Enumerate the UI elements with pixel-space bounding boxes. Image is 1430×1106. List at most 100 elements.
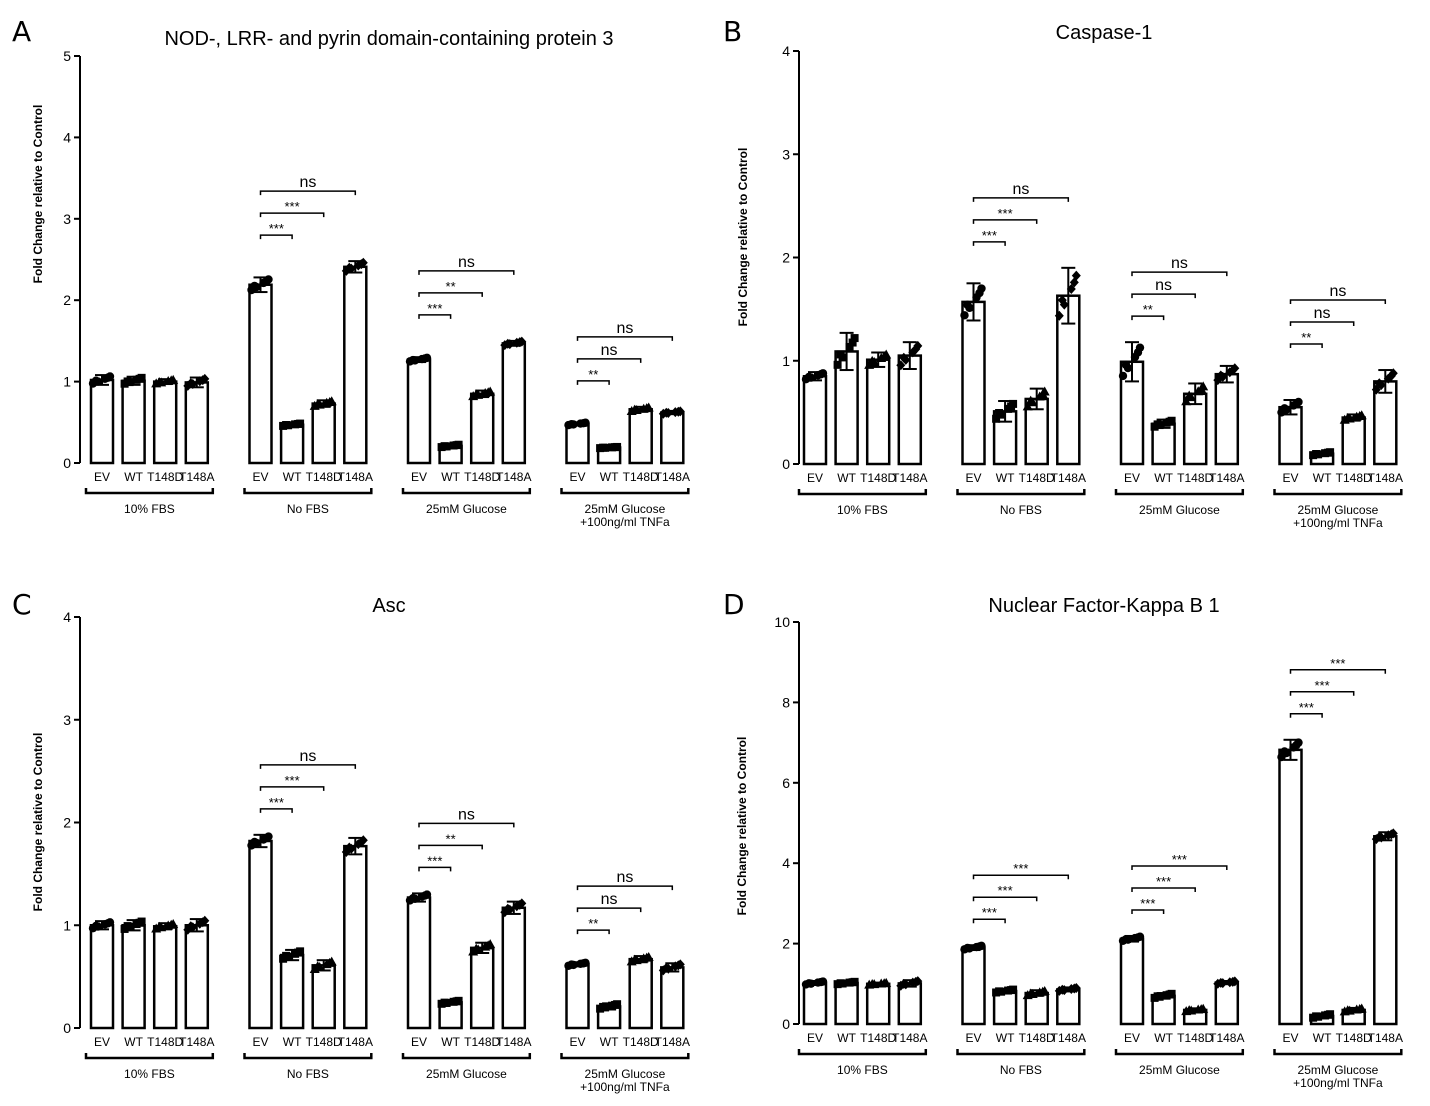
data-point <box>992 414 1001 423</box>
y-tick-label: 2 <box>782 936 790 952</box>
data-point <box>1289 743 1298 752</box>
data-point <box>1130 352 1140 362</box>
data-point <box>850 334 859 343</box>
y-tick-label: 1 <box>63 917 71 933</box>
data-point <box>440 998 449 1007</box>
x-tick-label: T148D <box>147 470 183 484</box>
data-point <box>1181 396 1192 406</box>
data-point <box>344 842 354 853</box>
significance-bracket <box>418 270 515 275</box>
bar <box>89 378 115 465</box>
data-point <box>503 903 513 914</box>
data-point <box>123 377 132 386</box>
data-point <box>1321 449 1330 458</box>
data-point <box>845 342 854 351</box>
data-point <box>813 978 823 987</box>
data-point <box>449 441 458 450</box>
x-tick-label: T148A <box>1051 471 1086 485</box>
significance-bracket <box>259 764 357 769</box>
data-point <box>1004 986 1013 995</box>
data-point <box>629 404 640 414</box>
x-tick-label: T148A <box>1209 471 1244 485</box>
bar <box>279 423 305 465</box>
data-point <box>1162 991 1171 1000</box>
x-tick-label: T148D <box>1177 1031 1213 1045</box>
significance-label: ns <box>1329 283 1346 300</box>
bar <box>1278 748 1303 1026</box>
x-tick-label: EV <box>807 1031 823 1045</box>
group-bracket <box>1114 1049 1245 1056</box>
x-tick-label: T148D <box>1336 471 1372 485</box>
x-tick-label: WT <box>124 470 143 484</box>
significance-bracket <box>418 844 483 850</box>
bar <box>469 946 495 1030</box>
significance-label: ** <box>588 367 598 382</box>
data-point <box>599 1002 608 1011</box>
significance-bracket <box>418 866 452 872</box>
data-point <box>312 961 323 971</box>
bar <box>802 374 828 466</box>
data-point <box>471 389 482 399</box>
significance-bracket <box>259 786 325 791</box>
group-bracket <box>401 488 532 495</box>
significance-bracket <box>418 314 452 319</box>
data-point <box>1025 988 1036 998</box>
bar <box>279 953 305 1030</box>
group-bracket <box>560 1053 690 1060</box>
data-point <box>417 892 427 901</box>
x-tick-label: T148A <box>1209 1031 1244 1045</box>
bar <box>501 906 527 1030</box>
panel-a: A NOD-, LRR- and pyrin domain-containing… <box>0 0 715 553</box>
panel-a-letter: A <box>12 15 32 48</box>
data-point <box>661 963 671 974</box>
x-tick-label: EV <box>807 471 823 485</box>
data-point <box>449 997 458 1006</box>
group-label: No FBS <box>1000 503 1042 517</box>
data-point <box>186 378 196 389</box>
data-point <box>1009 985 1018 994</box>
y-tick-label: 8 <box>782 694 790 710</box>
group-label: 25mM Glucose <box>426 1067 507 1081</box>
data-point <box>195 376 205 387</box>
data-point <box>867 355 878 365</box>
x-tick-label: WT <box>837 1031 856 1045</box>
x-tick-label: T148D <box>464 470 500 484</box>
significance-label: *** <box>427 853 442 868</box>
data-point <box>408 893 418 903</box>
x-tick-label: T148D <box>860 1031 896 1045</box>
data-point <box>1153 992 1162 1001</box>
panel-b-title: Caspase-1 <box>1055 22 1153 44</box>
bar <box>660 411 685 465</box>
bar <box>469 392 495 465</box>
data-point <box>977 284 986 293</box>
data-point <box>963 300 972 310</box>
bar <box>628 408 653 465</box>
data-point <box>1280 747 1289 756</box>
x-tick-label: EV <box>1124 1031 1140 1045</box>
y-tick-label: 0 <box>782 1016 790 1032</box>
data-point <box>1167 989 1176 998</box>
bar <box>628 957 653 1030</box>
data-point <box>899 978 909 989</box>
data-point <box>291 949 300 958</box>
data-point <box>613 1000 622 1009</box>
bar <box>121 379 146 465</box>
data-point <box>321 959 332 969</box>
bar <box>311 402 336 465</box>
group-label: 25mM Glucose <box>1298 1063 1379 1077</box>
data-point <box>1216 370 1226 381</box>
data-point <box>850 977 859 986</box>
bar <box>406 896 432 1030</box>
group-bracket <box>1273 1049 1403 1056</box>
data-point <box>1009 399 1018 408</box>
data-point <box>132 375 141 384</box>
data-point <box>913 340 923 351</box>
x-tick-label: EV <box>965 1031 981 1045</box>
significance-bracket <box>259 190 357 196</box>
significance-label: ns <box>299 748 316 765</box>
panel-b: B Caspase-1 Fold Change relative to Cont… <box>715 0 1430 553</box>
significance-bracket <box>1289 299 1387 305</box>
data-point <box>995 408 1004 417</box>
significance-bracket <box>972 197 1070 202</box>
data-point <box>1371 384 1381 395</box>
